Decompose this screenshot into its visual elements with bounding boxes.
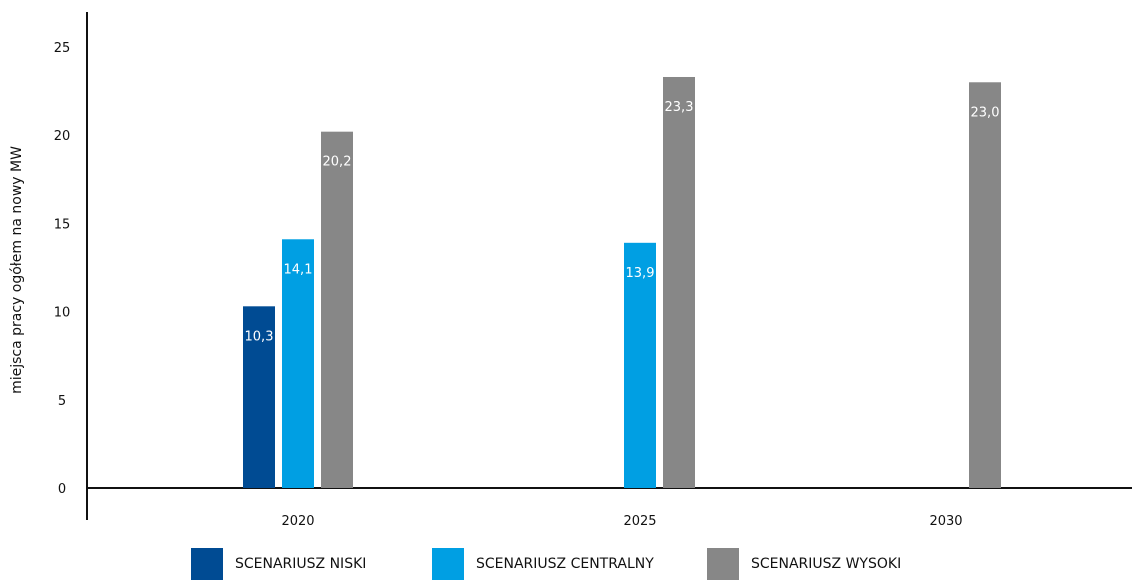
- bar-value-label: 10,3: [245, 329, 274, 344]
- y-tick-label: 20: [54, 129, 71, 144]
- bar: [663, 76, 695, 488]
- legend-label-niski: SCENARIUSZ NISKI: [235, 556, 367, 572]
- legend-swatch-niski: [191, 548, 223, 580]
- y-tick-label: 10: [54, 306, 71, 321]
- y-tick-label: 5: [58, 394, 66, 409]
- y-axis-label: miejsca pracy ogółem na nowy MW: [9, 146, 25, 394]
- legend-swatch-centralny: [432, 548, 464, 580]
- legend-swatch-wysoki: [707, 548, 739, 580]
- legend-label-centralny: SCENARIUSZ CENTRALNY: [476, 556, 654, 572]
- y-tick-label: 15: [54, 217, 71, 232]
- x-tick-label: 2020: [281, 514, 314, 529]
- legend-item-scenariusz-niski: SCENARIUSZ NISKI: [191, 548, 366, 580]
- bar-value-label: 14,1: [284, 262, 313, 277]
- bar: [624, 242, 656, 488]
- legend-item-scenariusz-wysoki: SCENARIUSZ WYSOKI: [707, 548, 901, 580]
- bar-value-label: 23,0: [971, 105, 1000, 120]
- bar: [243, 306, 275, 488]
- bar-value-label: 13,9: [626, 266, 655, 281]
- x-tick-label: 2025: [623, 514, 656, 529]
- bar-value-label: 23,3: [665, 100, 694, 115]
- bar: [969, 82, 1001, 488]
- y-tick-label: 25: [54, 41, 71, 56]
- bar-chart: miejsca pracy ogółem na nowy MW 0 5 10 15 20…: [9, 12, 1132, 529]
- bar: [282, 239, 314, 488]
- legend-item-scenariusz-centralny: SCENARIUSZ CENTRALNY: [432, 548, 654, 580]
- legend-label-wysoki: SCENARIUSZ WYSOKI: [751, 556, 902, 572]
- bar-value-label: 20,2: [323, 155, 352, 170]
- legend: SCENARIUSZ NISKI SCENARIUSZ CENTRALNY SC…: [0, 548, 1132, 580]
- bar: [321, 131, 353, 488]
- y-tick-label: 0: [58, 482, 66, 497]
- x-tick-label: 2030: [929, 514, 962, 529]
